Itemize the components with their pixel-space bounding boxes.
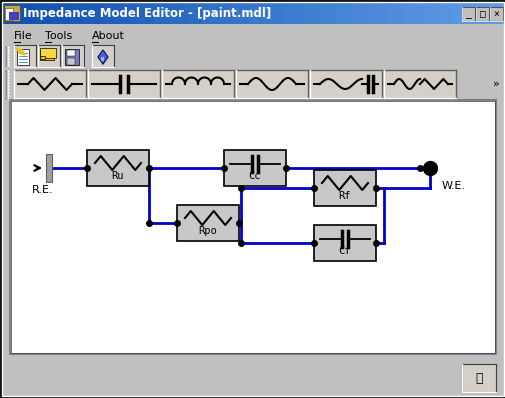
Text: Rf: Rf [338, 191, 350, 201]
Bar [46, 154, 52, 182]
Bar [286, 2, 304, 24]
Bar [310, 70, 381, 98]
Bar [40, 56, 45, 59]
Bar [352, 2, 370, 24]
Bar [314, 225, 375, 261]
Bar [436, 2, 454, 24]
Bar [386, 2, 404, 24]
Bar [461, 7, 474, 21]
Bar [52, 2, 70, 24]
Bar [136, 2, 154, 24]
Bar [235, 70, 308, 98]
Text: Impedance Model Editor - [paint.mdl]: Impedance Model Editor - [paint.mdl] [23, 6, 271, 20]
Text: »: » [492, 79, 499, 89]
FancyArrow shape [16, 47, 25, 55]
Bar [169, 2, 187, 24]
Bar [403, 2, 421, 24]
Bar [87, 150, 148, 186]
Bar [2, 2, 20, 24]
Bar [10, 100, 495, 354]
Bar [17, 49, 29, 65]
Bar [252, 2, 270, 24]
Bar [453, 2, 471, 24]
Bar [101, 57, 104, 61]
Text: 🦅: 🦅 [474, 371, 482, 384]
Bar [486, 2, 504, 24]
Bar [35, 2, 53, 24]
Text: R.E.: R.E. [32, 185, 54, 195]
Bar [102, 2, 120, 24]
Bar [470, 2, 487, 24]
Bar [461, 364, 495, 392]
Text: File: File [14, 31, 33, 41]
Bar [420, 2, 437, 24]
Bar [65, 49, 79, 65]
Bar [40, 50, 54, 60]
Bar [19, 2, 36, 24]
Bar [2, 26, 503, 46]
Bar [5, 8, 13, 20]
Bar [9, 12, 19, 20]
Bar [177, 205, 238, 241]
Bar [475, 7, 488, 21]
Bar [383, 70, 455, 98]
Bar [2, 68, 503, 100]
Bar [2, 44, 503, 68]
Bar [369, 2, 387, 24]
Bar [62, 45, 84, 67]
Bar [14, 70, 86, 98]
Bar [69, 2, 86, 24]
Bar [38, 45, 60, 67]
Text: □: □ [479, 9, 484, 19]
Bar [224, 150, 285, 186]
Bar [88, 70, 160, 98]
Bar [203, 2, 220, 24]
Bar [489, 7, 502, 21]
Bar [67, 50, 75, 56]
Bar [40, 48, 56, 58]
Text: ×: × [492, 9, 498, 19]
Bar [319, 2, 337, 24]
Text: About: About [92, 31, 125, 41]
Bar [85, 2, 103, 24]
Bar [119, 2, 136, 24]
Bar [186, 2, 204, 24]
Bar [219, 2, 237, 24]
Bar [269, 2, 287, 24]
Bar [14, 45, 36, 67]
Bar [92, 45, 114, 67]
Text: Cf: Cf [338, 246, 350, 256]
Text: _: _ [465, 9, 471, 19]
Bar [236, 2, 254, 24]
Text: Cc: Cc [248, 171, 261, 181]
Text: Ru: Ru [112, 171, 124, 181]
Text: Tools: Tools [45, 31, 72, 41]
Bar [336, 2, 354, 24]
Bar [162, 70, 233, 98]
Text: W.E.: W.E. [441, 181, 465, 191]
Bar [302, 2, 320, 24]
Polygon shape [98, 50, 108, 64]
Bar [2, 356, 503, 396]
Bar [11, 101, 494, 353]
Text: Rpo: Rpo [198, 226, 217, 236]
Bar [153, 2, 170, 24]
Bar [314, 170, 375, 206]
Bar [67, 58, 75, 65]
Bar [4, 5, 20, 21]
